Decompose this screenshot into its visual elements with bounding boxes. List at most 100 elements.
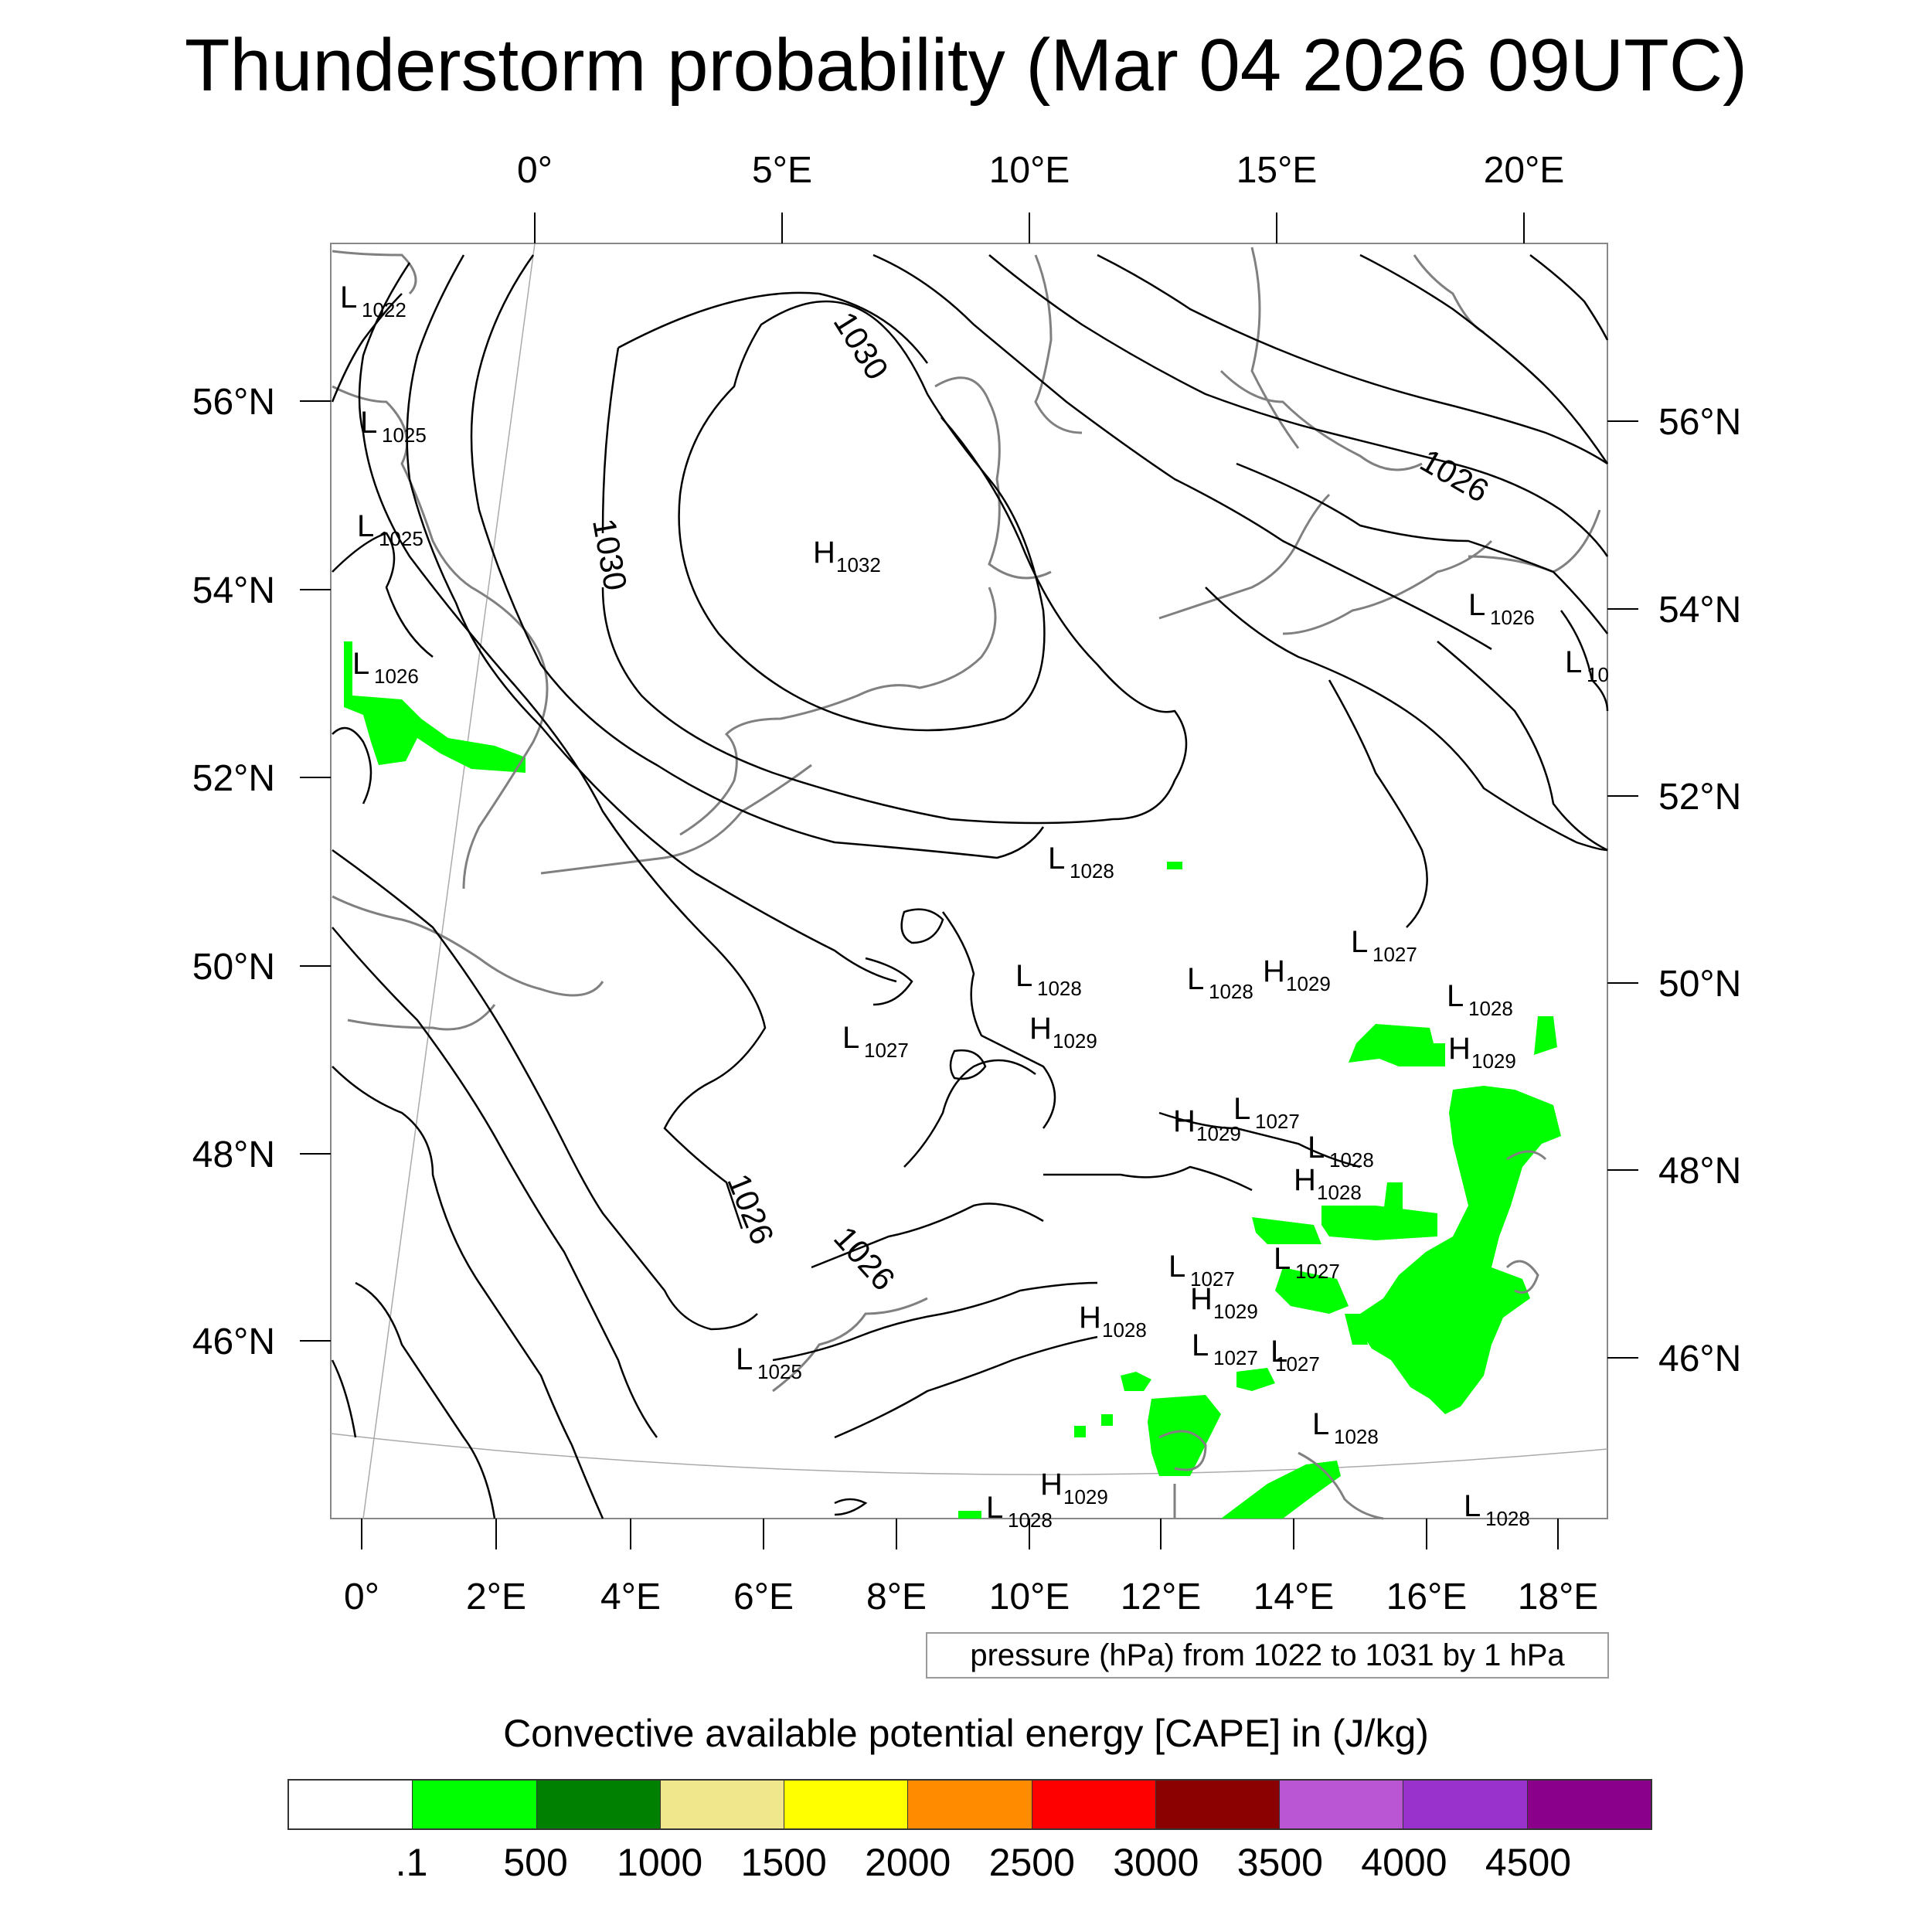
center-value: 1029 [1213,1300,1258,1323]
center-letter: L [1308,1131,1325,1165]
center-letter: L [1270,1335,1287,1369]
center-value: 1027 [1275,1352,1320,1376]
center-letter: L [1187,962,1204,996]
center-letter: L [842,1021,859,1055]
center-value: 1028 [1070,859,1114,883]
colorbar-swatch [1032,1781,1156,1828]
map-title: Thunderstorm probability (Mar 04 2026 09… [184,24,1748,107]
isobars [331,253,1609,1519]
bottom-lon-label: 12°E [1121,1577,1202,1617]
center-letter: H [1190,1282,1213,1316]
center-value: 1032 [836,553,881,577]
center-value: 1028 [1102,1318,1147,1342]
colorbar-swatch [289,1781,413,1828]
right-lat-label: 50°N [1658,964,1741,1005]
left-lat-label: 52°N [192,758,275,799]
colorbar-labels: .1 500 1000 1500 2000 2500 3000 3500 4000 4500 [0,1839,1932,1893]
center-value: 1027 [1372,943,1417,966]
center-letter: L [1168,1250,1185,1284]
colorbar-label: 500 [503,1841,568,1884]
center-value: 1028 [1209,980,1253,1003]
center-letter: L [352,647,369,681]
center-value: 1027 [1190,1267,1235,1291]
center-value: 1025 [757,1360,802,1383]
center-value: 10 [1587,663,1609,686]
center-value: 1026 [1490,606,1535,629]
center-letter: L [1048,842,1065,876]
bottom-lon-label: 14°E [1253,1577,1335,1617]
bottom-lon-label: 6°E [733,1577,794,1617]
center-letter: L [340,281,357,315]
colorbar-swatch [908,1781,1032,1828]
center-letter: H [813,536,835,570]
center-letter: H [1173,1104,1196,1138]
colorbar-label: 2000 [865,1841,951,1884]
left-lat-label: 56°N [192,382,275,423]
right-lat-label: 56°N [1658,402,1741,443]
center-value: 1028 [1329,1148,1374,1172]
right-lat-label: 52°N [1658,777,1741,818]
center-letter: L [1015,959,1032,993]
colorbar-swatch [536,1781,661,1828]
pressure-center-labels: L 1022 L 1025 L 1025 L 1026 H 1032 L 1026 L 10 … [340,281,1609,1532]
colorbar-label: 3500 [1236,1841,1323,1884]
colorbar-label: .1 [395,1841,428,1884]
bottom-lon-label: 0° [344,1577,379,1617]
center-letter: H [1294,1163,1316,1197]
center-letter: H [1040,1468,1063,1502]
right-lat-label: 46°N [1658,1338,1741,1379]
cape-areas [344,641,1561,1519]
center-value: 1027 [1213,1346,1258,1369]
colorbar-label: 1500 [740,1841,827,1884]
colorbar-label: 4500 [1485,1841,1572,1884]
center-letter: L [357,509,374,543]
center-letter: L [1468,588,1485,622]
center-letter: H [1263,954,1285,988]
center-letter: L [1447,979,1464,1013]
left-lat-label: 54°N [192,570,275,611]
center-value: 1028 [1317,1181,1362,1204]
left-lat-label: 50°N [192,947,275,988]
center-value: 1028 [1485,1507,1530,1530]
center-letter: L [360,406,377,440]
colorbar-swatch [1155,1781,1281,1828]
center-value: 1027 [1255,1110,1300,1133]
center-value: 1027 [1295,1260,1340,1283]
axis-ticks [300,213,1638,1549]
center-letter: L [1274,1242,1291,1276]
pressure-info-box: pressure (hPa) from 1022 to 1031 by 1 hP… [926,1632,1609,1679]
bottom-lon-label: 8°E [866,1577,927,1617]
bottom-lon-label: 2°E [466,1577,526,1617]
top-lon-label: 5°E [752,150,812,191]
center-value: 1027 [864,1039,909,1062]
colorbar-label: 4000 [1361,1841,1447,1884]
top-lon-label: 0° [517,150,553,191]
bottom-lon-label: 16°E [1386,1577,1468,1617]
top-lon-label: 20°E [1484,150,1565,191]
left-lat-label: 46°N [192,1321,275,1362]
right-lat-label: 48°N [1658,1151,1741,1192]
center-value: 1025 [379,527,423,550]
bottom-lon-label: 18°E [1518,1577,1599,1617]
center-letter: H [1079,1301,1101,1335]
colorbar-swatch [1403,1781,1528,1828]
center-value: 1029 [1196,1122,1241,1145]
colorbar-swatch [784,1781,909,1828]
colorbar-swatch [1527,1781,1651,1828]
center-value: 1022 [362,298,406,321]
center-value: 1025 [382,423,427,447]
center-value: 1029 [1053,1029,1097,1053]
bottom-lon-labels: 0° 2°E 4°E 6°E 8°E 10°E 12°E 14°E 16°E 1… [344,1577,1598,1617]
bottom-lon-label: 10°E [989,1577,1070,1617]
center-value: 1029 [1063,1485,1108,1509]
right-lat-labels: 56°N 54°N 52°N 50°N 48°N 46°N [1658,402,1741,1379]
center-value: 1029 [1471,1049,1516,1073]
graticule [330,243,1608,1519]
bottom-lon-label: 4°E [600,1577,661,1617]
colorbar-swatch [660,1781,785,1828]
top-lon-label: 10°E [989,150,1070,191]
colorbar-swatch [1280,1781,1404,1828]
center-value: 1028 [1468,997,1513,1020]
center-letter: L [1192,1328,1209,1362]
